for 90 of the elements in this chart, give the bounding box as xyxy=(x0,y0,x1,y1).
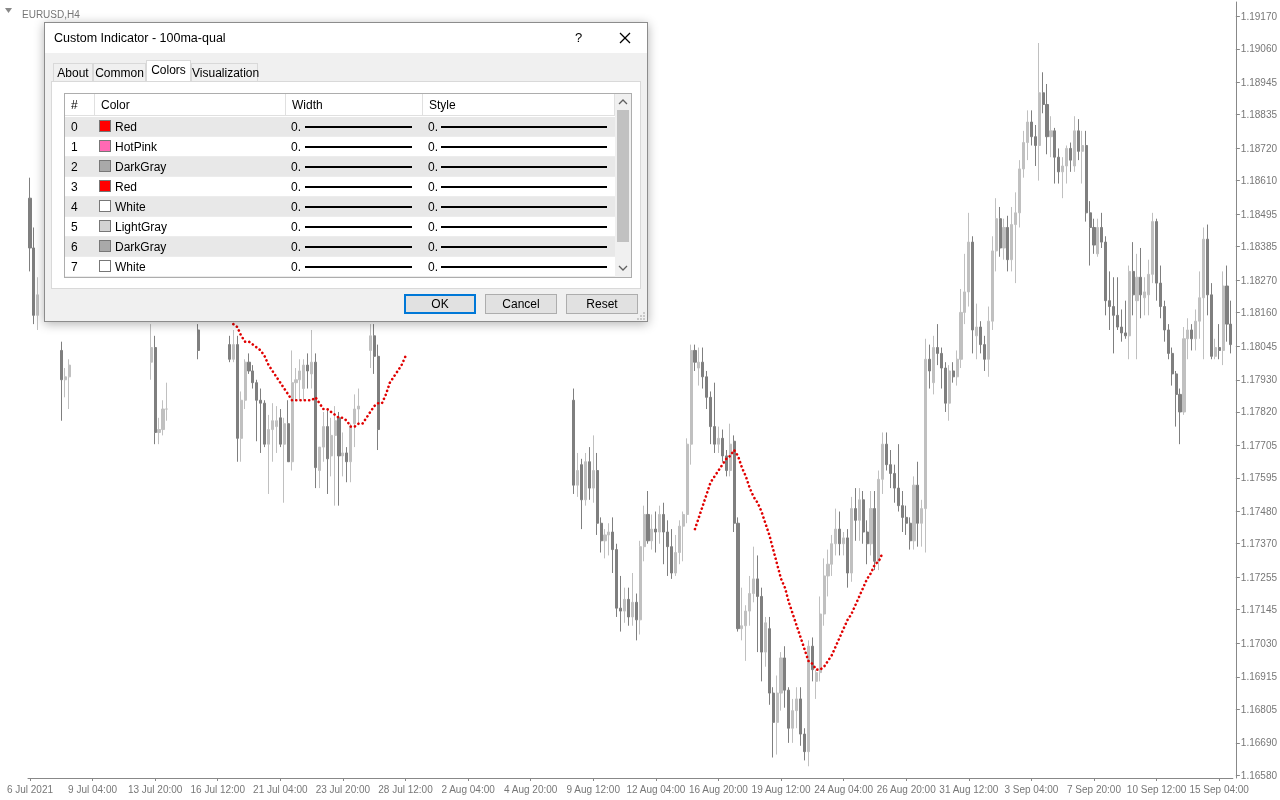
annotation: 0. xyxy=(428,260,439,274)
x-tick-label: 19 Aug 12:00 xyxy=(751,783,811,795)
x-tick-label: 24 Aug 04:00 xyxy=(814,783,874,795)
x-tick-label: 16 Aug 20:00 xyxy=(688,783,749,795)
annotation: 7 xyxy=(71,260,78,274)
x-tick-label: 31 Aug 12:00 xyxy=(939,783,999,795)
annotation: 0. xyxy=(291,200,302,214)
y-tick-label: 1.16805 xyxy=(1240,703,1278,715)
y-tick-label: 1.16915 xyxy=(1240,671,1278,683)
x-tick-label: 4 Aug 20:00 xyxy=(503,783,558,795)
annotation: ? xyxy=(575,30,583,45)
annotation: Reset xyxy=(567,297,637,311)
annotation: Color xyxy=(101,98,130,112)
x-tick-label: 15 Sep 04:00 xyxy=(1189,783,1250,795)
annotation: Red xyxy=(115,120,138,134)
y-tick-label: 1.17930 xyxy=(1240,374,1278,386)
x-tick-label: 21 Jul 04:00 xyxy=(253,783,308,795)
x-tick-label: 26 Aug 20:00 xyxy=(876,783,937,795)
x-tick-label: 9 Aug 12:00 xyxy=(566,783,621,795)
y-tick-label: 1.17030 xyxy=(1240,637,1278,649)
annotation: 0. xyxy=(291,120,302,134)
y-tick-label: 1.19060 xyxy=(1240,43,1278,55)
annotation: 2 xyxy=(71,160,78,174)
annotation: Custom Indicator - 100ma-qual xyxy=(54,31,226,45)
y-tick-label: 1.17145 xyxy=(1240,604,1278,616)
annotation: About xyxy=(54,66,92,80)
annotation: Common xyxy=(94,66,145,80)
x-tick-label: 23 Jul 20:00 xyxy=(315,783,371,795)
annotation: White xyxy=(115,200,146,214)
annotation: 5 xyxy=(71,220,78,234)
y-tick-label: 1.18610 xyxy=(1240,175,1278,187)
y-tick-label: 1.16580 xyxy=(1240,769,1278,781)
x-tick-label: 2 Aug 04:00 xyxy=(441,783,496,795)
annotation: 0. xyxy=(291,260,302,274)
annotation: OK xyxy=(406,297,474,311)
annotation: DarkGray xyxy=(115,240,167,254)
y-tick-label: 1.18045 xyxy=(1240,340,1278,352)
annotation: 0. xyxy=(428,140,439,154)
annotation: White xyxy=(115,260,146,274)
x-tick-label: 10 Sep 12:00 xyxy=(1126,783,1187,795)
x-tick-label: 16 Jul 12:00 xyxy=(190,783,246,795)
annotation: 3 xyxy=(71,180,78,194)
y-tick-label: 1.17370 xyxy=(1240,538,1278,550)
annotation: Width xyxy=(292,98,323,112)
y-tick-label: 1.18270 xyxy=(1240,274,1278,286)
annotation: 0. xyxy=(291,180,302,194)
annotation: 0. xyxy=(428,160,439,174)
x-tick-label: 28 Jul 12:00 xyxy=(378,783,434,795)
x-tick-label: 13 Jul 20:00 xyxy=(127,783,183,795)
annotation: 4 xyxy=(71,200,78,214)
x-tick-label: 6 Jul 2021 xyxy=(6,783,54,795)
y-tick-label: 1.17595 xyxy=(1240,472,1278,484)
annotation: 1 xyxy=(71,140,78,154)
annotation: 0. xyxy=(291,240,302,254)
annotation: 0. xyxy=(428,200,439,214)
annotation: 0. xyxy=(291,220,302,234)
annotation: LightGray xyxy=(115,220,168,234)
annotation: DarkGray xyxy=(115,160,167,174)
x-tick-label: 12 Aug 04:00 xyxy=(626,783,686,795)
y-tick-label: 1.18160 xyxy=(1240,306,1278,318)
annotation: 0. xyxy=(428,240,439,254)
y-tick-label: 1.18385 xyxy=(1240,241,1278,253)
y-tick-label: 1.18495 xyxy=(1240,208,1278,220)
x-tick-label: 3 Sep 04:00 xyxy=(1004,783,1059,795)
y-tick-label: 1.18945 xyxy=(1240,77,1278,89)
y-tick-label: 1.18835 xyxy=(1240,109,1278,121)
x-tick-label: 9 Jul 04:00 xyxy=(68,783,118,795)
annotation: Colors xyxy=(150,63,187,77)
annotation: Red xyxy=(115,180,138,194)
annotation: 6 xyxy=(71,240,78,254)
y-tick-label: 1.17705 xyxy=(1240,440,1278,452)
annotation: # xyxy=(71,98,78,112)
y-tick-label: 1.18720 xyxy=(1240,142,1278,154)
annotation: 0. xyxy=(428,120,439,134)
y-tick-label: 1.17255 xyxy=(1240,571,1278,583)
annotation: Style xyxy=(429,98,456,112)
annotation: Cancel xyxy=(486,297,556,311)
annotation: HotPink xyxy=(115,140,158,154)
text: EURUSD,H4 xyxy=(22,8,81,20)
annotation: 0. xyxy=(291,140,302,154)
x-tick-label: 7 Sep 20:00 xyxy=(1067,783,1122,795)
y-tick-label: 1.17480 xyxy=(1240,506,1278,518)
annotation: 0. xyxy=(428,220,439,234)
annotation: 0 xyxy=(71,120,78,134)
y-tick-label: 1.19170 xyxy=(1240,11,1278,23)
annotation: 0. xyxy=(291,160,302,174)
annotation: 0. xyxy=(428,180,439,194)
y-tick-label: 1.17820 xyxy=(1240,406,1278,418)
y-tick-label: 1.16690 xyxy=(1240,737,1278,749)
annotation: Visualization xyxy=(192,66,260,80)
